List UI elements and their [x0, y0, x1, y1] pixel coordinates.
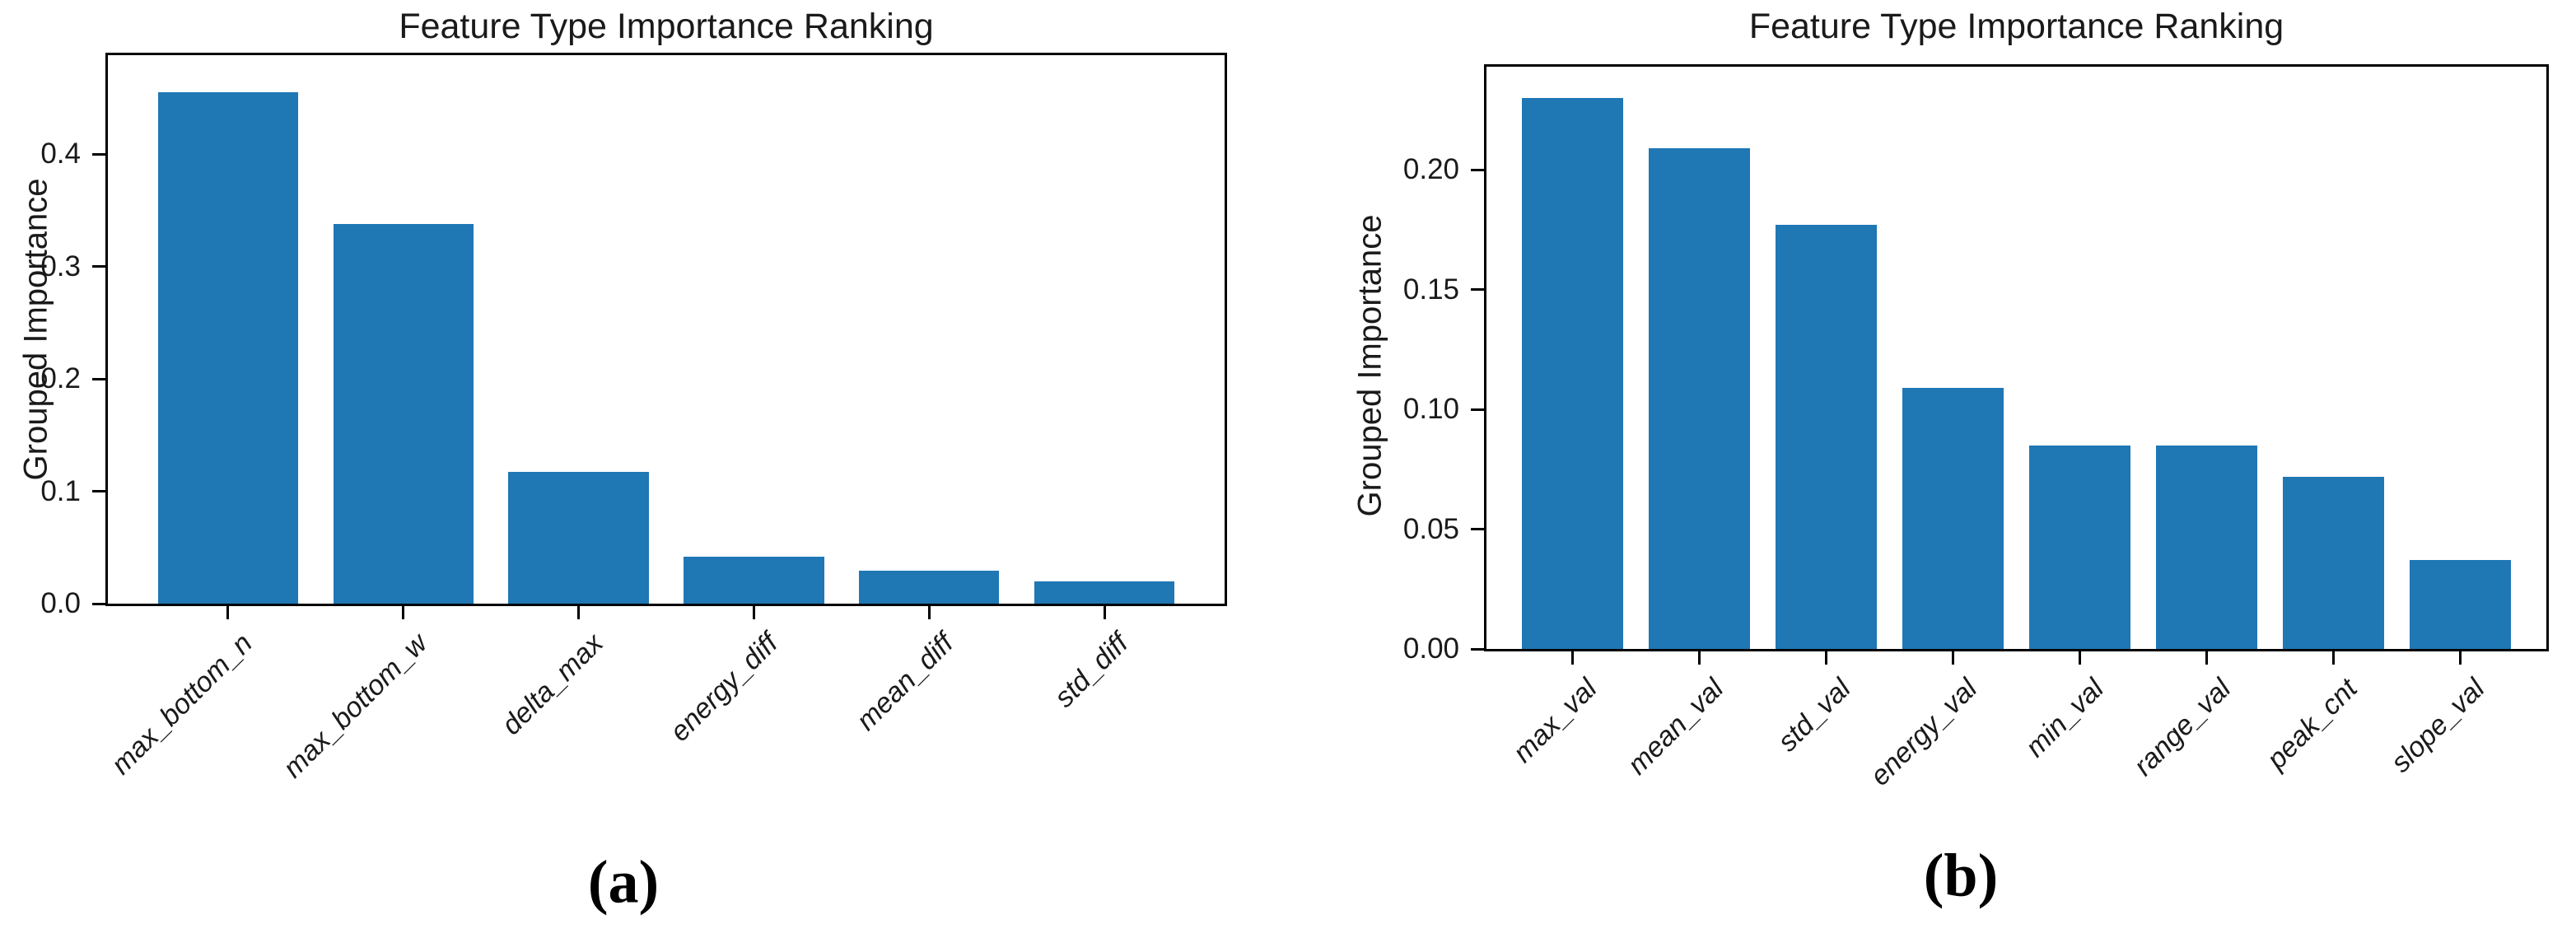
x-tick	[1103, 606, 1106, 619]
y-tick-label: 0.1	[40, 474, 81, 507]
y-tick	[1471, 647, 1484, 651]
plot-area-b	[1484, 64, 2549, 651]
y-tick	[1471, 408, 1484, 411]
y-tick-label: 0.15	[1402, 273, 1459, 306]
y-tick-label: 0.2	[40, 362, 81, 395]
x-tick-label: peak_cnt	[2261, 673, 2364, 776]
y-axis-label-b: Grouped Importance	[1351, 214, 1388, 517]
bar-max_bottom_w	[333, 223, 474, 604]
plot-area-a	[105, 53, 1227, 606]
y-tick	[1471, 288, 1484, 292]
bar-min_val	[2028, 445, 2131, 649]
x-tick-label: std_val	[1771, 673, 1857, 758]
x-tick	[2205, 651, 2208, 665]
x-tick	[2458, 651, 2462, 665]
x-tick-label: min_val	[2019, 673, 2111, 763]
y-tick	[92, 602, 105, 605]
x-tick-label: energy_val	[1864, 673, 1984, 792]
y-tick	[1471, 528, 1484, 531]
y-tick	[92, 377, 105, 380]
y-tick-label: 0.05	[1402, 512, 1459, 545]
y-tick-label: 0.3	[40, 250, 81, 282]
chart-title-b: Feature Type Importance Ranking	[1748, 7, 2284, 46]
bar-mean_diff	[859, 571, 1000, 604]
x-tick	[226, 606, 230, 619]
x-tick	[1698, 651, 1701, 665]
x-tick-label: max_val	[1507, 673, 1603, 769]
x-tick	[2331, 651, 2335, 665]
bar-std_diff	[1034, 581, 1175, 604]
x-tick-label: slope_val	[2384, 673, 2491, 779]
x-tick	[1952, 651, 1955, 665]
x-tick	[1571, 651, 1575, 665]
bar-energy_val	[1902, 387, 2004, 649]
x-tick	[752, 606, 755, 619]
x-tick	[2078, 651, 2081, 665]
bar-slope_val	[2409, 560, 2511, 649]
bar-peak_cnt	[2282, 476, 2384, 649]
bar-range_val	[2155, 445, 2257, 649]
y-tick-label: 0.0	[40, 587, 81, 619]
bar-delta_max	[508, 472, 649, 604]
bar-mean_val	[1649, 147, 1751, 649]
bar-energy_diff	[684, 556, 824, 604]
y-tick	[1471, 168, 1484, 171]
bar-max_bottom_n	[157, 92, 299, 604]
bar-max_val	[1522, 97, 1624, 649]
y-tick	[92, 265, 105, 268]
y-tick	[92, 152, 105, 156]
y-tick-label: 0.4	[40, 138, 81, 170]
x-tick	[1825, 651, 1828, 665]
x-tick-label: range_val	[2127, 673, 2238, 782]
subfigure-label-b: (b)	[1923, 842, 1999, 910]
x-tick-label: mean_val	[1622, 673, 1730, 782]
bar-std_val	[1776, 225, 1878, 649]
y-tick-label: 0.10	[1402, 393, 1459, 426]
y-tick-label: 0.20	[1402, 153, 1459, 186]
chart-title-a: Feature Type Importance Ranking	[399, 7, 934, 46]
x-tick	[402, 606, 405, 619]
x-tick	[577, 606, 581, 619]
subfigure-label-a: (a)	[587, 848, 660, 917]
y-tick-label: 0.00	[1402, 632, 1459, 665]
y-tick	[92, 490, 105, 493]
x-tick	[927, 606, 931, 619]
